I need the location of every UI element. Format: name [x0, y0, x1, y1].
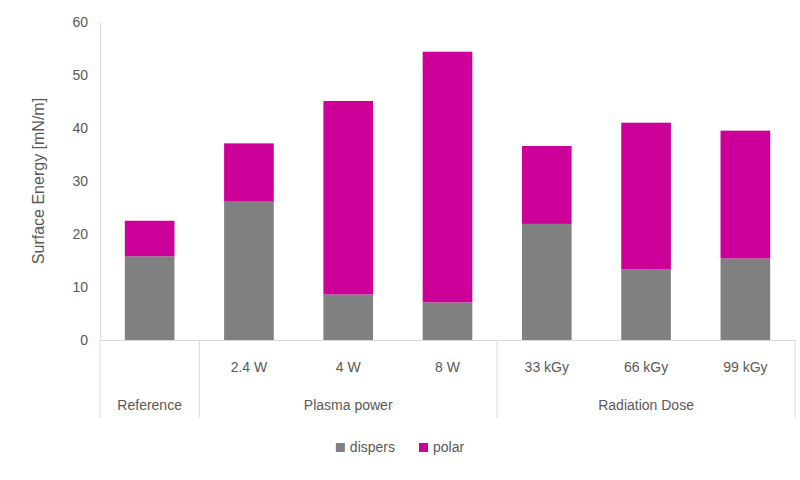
legend-label: dispers [350, 439, 395, 455]
y-tick-label: 0 [80, 332, 88, 348]
bar-segment [224, 202, 274, 340]
y-tick-label: 20 [72, 226, 88, 242]
x-tick-label: 4 W [336, 359, 362, 375]
bar-segment [125, 256, 175, 340]
y-tick-label: 10 [72, 279, 88, 295]
y-tick-label: 30 [72, 173, 88, 189]
y-axis-title: Surface Energy [mN/m] [30, 98, 47, 264]
group-labels: Reference Plasma power Radiation Dose [117, 397, 694, 413]
x-axis-line [101, 340, 796, 341]
bar-segment [621, 270, 671, 340]
y-axis: 0 10 20 30 40 50 60 [72, 14, 100, 348]
group-separator [199, 340, 200, 418]
x-tick: 99 kGy [723, 340, 767, 375]
x-tick-label: 33 kGy [525, 359, 569, 375]
x-axis: 2.4 W 4 W 8 W 33 kGy 66 kGy 99 kGy [101, 340, 796, 375]
bar-segment [423, 302, 473, 340]
chart-container: 0 10 20 30 40 50 60 Surface Energy [mN/m] 2.4 W 4… [0, 0, 800, 480]
x-tick: 33 kGy [525, 340, 569, 375]
group-separators [100, 340, 795, 418]
x-tick-label: 8 W [435, 359, 461, 375]
y-tick: 10 [72, 279, 100, 295]
bar-segment [621, 123, 671, 270]
bar-segment [522, 146, 572, 224]
x-tick: 66 kGy [624, 340, 668, 375]
bars [125, 52, 770, 340]
y-axis-line [100, 23, 101, 341]
y-tick: 0 [80, 332, 100, 348]
y-tick-label: 40 [72, 120, 88, 136]
series-1 [125, 52, 770, 303]
bar-segment [125, 221, 175, 257]
group-label: Radiation Dose [598, 397, 694, 413]
group-label: Plasma power [304, 397, 393, 413]
legend-swatch [336, 443, 345, 452]
legend-item: dispers [336, 439, 395, 455]
y-tick: 20 [72, 226, 100, 242]
group-separator [100, 340, 101, 418]
x-tick: 2.4 W [231, 340, 268, 375]
y-tick-label: 60 [72, 14, 88, 30]
x-tick-label: 66 kGy [624, 359, 668, 375]
bar-segment [224, 143, 274, 201]
y-tick: 30 [72, 173, 100, 189]
y-tick: 60 [72, 14, 100, 30]
x-tick: 4 W [336, 340, 362, 375]
legend-swatch [419, 443, 428, 452]
bar-segment [423, 52, 473, 303]
bar-segment [721, 258, 771, 340]
bar-segment [522, 224, 572, 340]
y-tick-label: 50 [72, 67, 88, 83]
x-tick: 8 W [435, 340, 461, 375]
chart-svg: 0 10 20 30 40 50 60 Surface Energy [mN/m] 2.4 W 4… [0, 0, 800, 480]
bar-segment [721, 131, 771, 259]
y-tick: 50 [72, 67, 100, 83]
group-separator [795, 340, 796, 418]
legend-item: polar [419, 439, 464, 455]
x-tick-label: 2.4 W [231, 359, 268, 375]
legend-label: polar [433, 439, 464, 455]
legend: dispers polar [336, 439, 465, 455]
bar-segment [323, 101, 373, 294]
y-tick: 40 [72, 120, 100, 136]
bar-segment [323, 294, 373, 340]
group-label: Reference [117, 397, 182, 413]
group-separator [497, 340, 498, 418]
x-tick-label: 99 kGy [723, 359, 767, 375]
